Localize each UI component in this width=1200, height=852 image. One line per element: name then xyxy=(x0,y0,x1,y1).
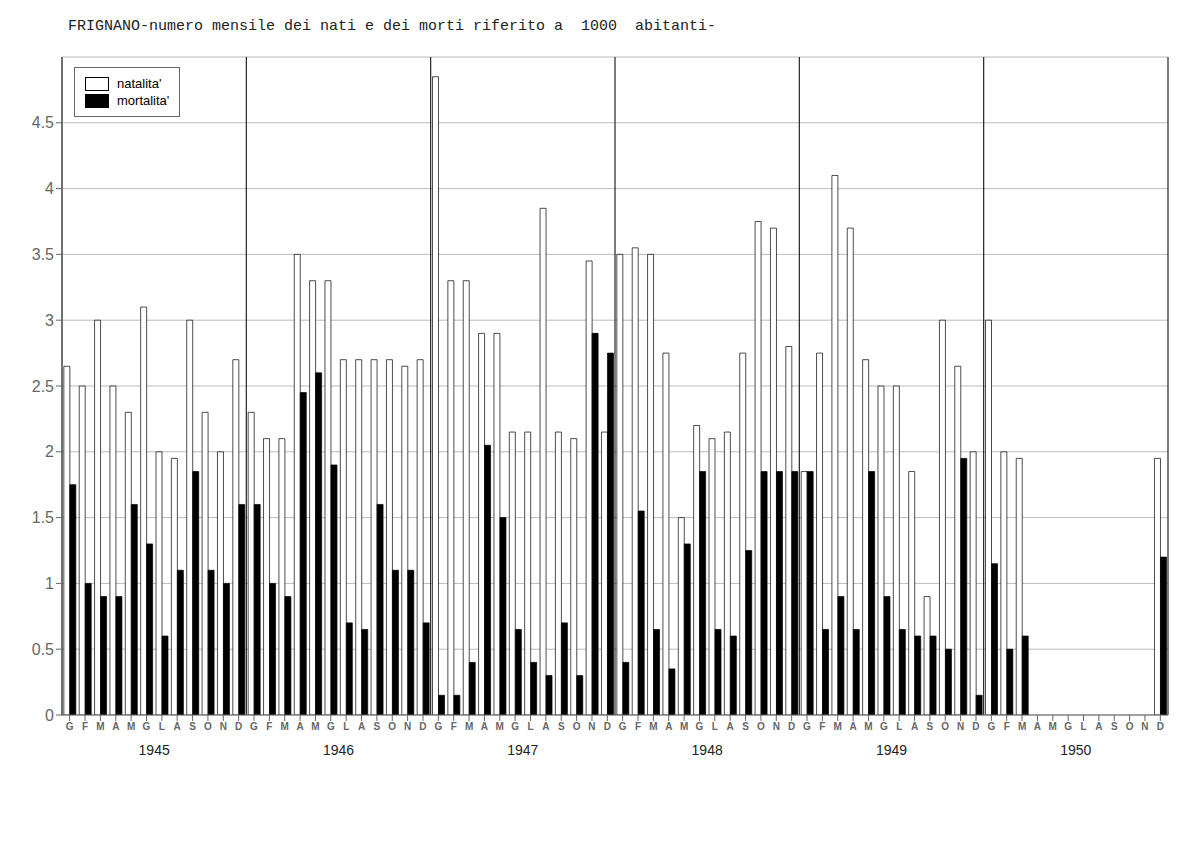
svg-text:M: M xyxy=(281,721,289,732)
svg-text:A: A xyxy=(358,721,365,732)
svg-text:D: D xyxy=(419,721,426,732)
svg-text:S: S xyxy=(374,721,381,732)
svg-text:A: A xyxy=(112,721,119,732)
svg-text:1947: 1947 xyxy=(507,742,538,758)
svg-text:D: D xyxy=(788,721,795,732)
svg-text:G: G xyxy=(66,721,74,732)
svg-text:L: L xyxy=(896,721,902,732)
svg-text:G: G xyxy=(803,721,811,732)
svg-text:N: N xyxy=(957,721,964,732)
svg-text:N: N xyxy=(773,721,780,732)
svg-text:2: 2 xyxy=(45,443,54,460)
svg-text:1.5: 1.5 xyxy=(32,509,54,526)
svg-text:A: A xyxy=(542,721,549,732)
svg-text:D: D xyxy=(604,721,611,732)
svg-text:M: M xyxy=(96,721,104,732)
svg-text:S: S xyxy=(189,721,196,732)
svg-text:L: L xyxy=(712,721,718,732)
svg-text:G: G xyxy=(880,721,888,732)
svg-text:O: O xyxy=(204,721,212,732)
svg-text:G: G xyxy=(143,721,151,732)
svg-text:N: N xyxy=(588,721,595,732)
svg-text:A: A xyxy=(727,721,734,732)
svg-text:O: O xyxy=(941,721,949,732)
svg-text:F: F xyxy=(635,721,641,732)
svg-text:M: M xyxy=(311,721,319,732)
svg-text:O: O xyxy=(388,721,396,732)
svg-text:O: O xyxy=(757,721,765,732)
svg-text:D: D xyxy=(1157,721,1164,732)
svg-text:A: A xyxy=(1095,721,1102,732)
svg-text:G: G xyxy=(511,721,519,732)
svg-text:G: G xyxy=(250,721,258,732)
svg-text:A: A xyxy=(911,721,918,732)
svg-text:G: G xyxy=(619,721,627,732)
svg-text:2.5: 2.5 xyxy=(32,378,54,395)
svg-text:D: D xyxy=(972,721,979,732)
svg-text:O: O xyxy=(573,721,581,732)
svg-text:F: F xyxy=(819,721,825,732)
html-text:FRIGNANO-numero mensile dei na: FRIGNANO-numero mensile dei nati e dei m… xyxy=(68,18,717,35)
svg-text:0.5: 0.5 xyxy=(32,641,54,658)
svg-text:F: F xyxy=(266,721,272,732)
svg-text:O: O xyxy=(1126,721,1134,732)
svg-text:G: G xyxy=(327,721,335,732)
svg-text:M: M xyxy=(127,721,135,732)
svg-text:M: M xyxy=(834,721,842,732)
svg-text:S: S xyxy=(927,721,934,732)
svg-text:4.5: 4.5 xyxy=(32,114,54,131)
svg-text:S: S xyxy=(558,721,565,732)
svg-text:S: S xyxy=(1111,721,1118,732)
svg-text:1950: 1950 xyxy=(1060,742,1091,758)
svg-text:L: L xyxy=(343,721,349,732)
svg-text:1949: 1949 xyxy=(876,742,907,758)
svg-text:F: F xyxy=(82,721,88,732)
html-text:mortalita': mortalita' xyxy=(117,93,170,108)
svg-text:L: L xyxy=(159,721,165,732)
svg-text:1945: 1945 xyxy=(139,742,170,758)
svg-text:L: L xyxy=(527,721,533,732)
svg-text:4: 4 xyxy=(45,180,54,197)
svg-text:F: F xyxy=(1004,721,1010,732)
svg-text:1948: 1948 xyxy=(692,742,723,758)
svg-text:G: G xyxy=(434,721,442,732)
svg-text:M: M xyxy=(864,721,872,732)
svg-text:N: N xyxy=(220,721,227,732)
svg-text:M: M xyxy=(1018,721,1026,732)
svg-text:3.5: 3.5 xyxy=(32,246,54,263)
svg-text:A: A xyxy=(296,721,303,732)
svg-text:M: M xyxy=(680,721,688,732)
svg-text:G: G xyxy=(1064,721,1072,732)
svg-text:M: M xyxy=(1049,721,1057,732)
svg-text:1946: 1946 xyxy=(323,742,354,758)
svg-text:A: A xyxy=(665,721,672,732)
svg-text:A: A xyxy=(849,721,856,732)
svg-text:F: F xyxy=(451,721,457,732)
svg-text:A: A xyxy=(1034,721,1041,732)
svg-text:M: M xyxy=(649,721,657,732)
svg-text:A: A xyxy=(174,721,181,732)
svg-text:D: D xyxy=(235,721,242,732)
svg-text:M: M xyxy=(496,721,504,732)
svg-text:G: G xyxy=(987,721,995,732)
svg-text:0: 0 xyxy=(45,707,54,724)
svg-text:1: 1 xyxy=(45,575,54,592)
svg-text:G: G xyxy=(696,721,704,732)
svg-text:S: S xyxy=(742,721,749,732)
html-text:natalita': natalita' xyxy=(117,76,162,91)
svg-text:L: L xyxy=(1080,721,1086,732)
svg-text:N: N xyxy=(404,721,411,732)
svg-text:N: N xyxy=(1141,721,1148,732)
svg-text:M: M xyxy=(465,721,473,732)
svg-text:3: 3 xyxy=(45,312,54,329)
svg-text:A: A xyxy=(481,721,488,732)
